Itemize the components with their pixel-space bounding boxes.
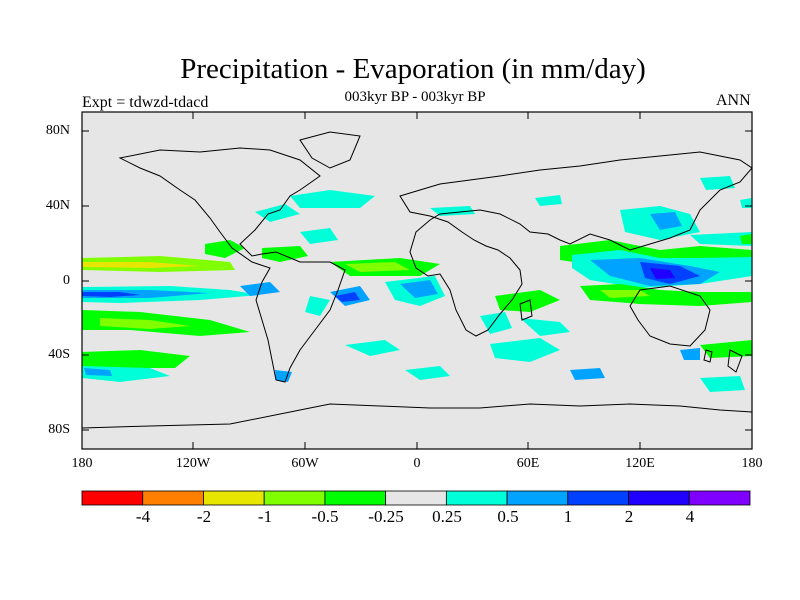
colorbar-swatch [142, 490, 204, 506]
colorbar-swatch [567, 490, 629, 506]
lon-tick-label: 60W [291, 456, 319, 471]
lat-tick-marks [82, 130, 752, 431]
experiment-label: Expt = tdwzd-tdacd [82, 94, 209, 111]
lat-tick-label: 0 [63, 273, 70, 288]
lat-tick-label: 80N [45, 123, 70, 138]
colorbar-swatch [628, 490, 690, 506]
colorbar-label: 0.25 [432, 507, 462, 526]
colorbar-label: -4 [135, 507, 151, 526]
colorbar-label: -0.5 [311, 507, 339, 526]
lon-tick-label: 180 [741, 456, 763, 471]
lon-tick-marks [81, 112, 753, 449]
colorbar-label: 1 [563, 507, 573, 526]
colorbar-label: -2 [196, 507, 212, 526]
map-title: Precipitation - Evaporation (in mm/day) [180, 53, 646, 85]
colorbar-label: 2 [624, 507, 634, 526]
colorbar-swatch [506, 490, 569, 506]
colorbar-swatch [203, 490, 265, 506]
lat-tick-label: 40N [45, 198, 70, 213]
colorbar [81, 490, 751, 506]
colorbar-label: 0.5 [497, 507, 519, 526]
lon-tick-label: 180 [71, 456, 93, 471]
lon-tick-label: 120W [175, 456, 211, 471]
period-label: ANN [716, 92, 751, 109]
colorbar-swatch [81, 490, 144, 506]
lon-tick-label: 0 [413, 456, 421, 471]
colorbar-swatch [324, 490, 387, 506]
colorbar-label: -0.25 [368, 507, 404, 526]
map-subtitle: 003kyr BP - 003kyr BP [344, 89, 486, 105]
colorbar-swatch [385, 490, 447, 506]
lon-tick-label: 60E [516, 456, 540, 471]
colorbar-swatch [445, 490, 508, 506]
colorbar-swatch [688, 490, 751, 506]
coastlines [81, 131, 753, 429]
lat-tick-label: 80S [48, 422, 70, 437]
colorbar-swatch [263, 490, 326, 506]
lat-tick-label: 40S [48, 347, 70, 362]
colorbar-label: 4 [685, 507, 695, 526]
lon-tick-label: 120E [625, 456, 655, 471]
colorbar-label: -1 [257, 507, 273, 526]
